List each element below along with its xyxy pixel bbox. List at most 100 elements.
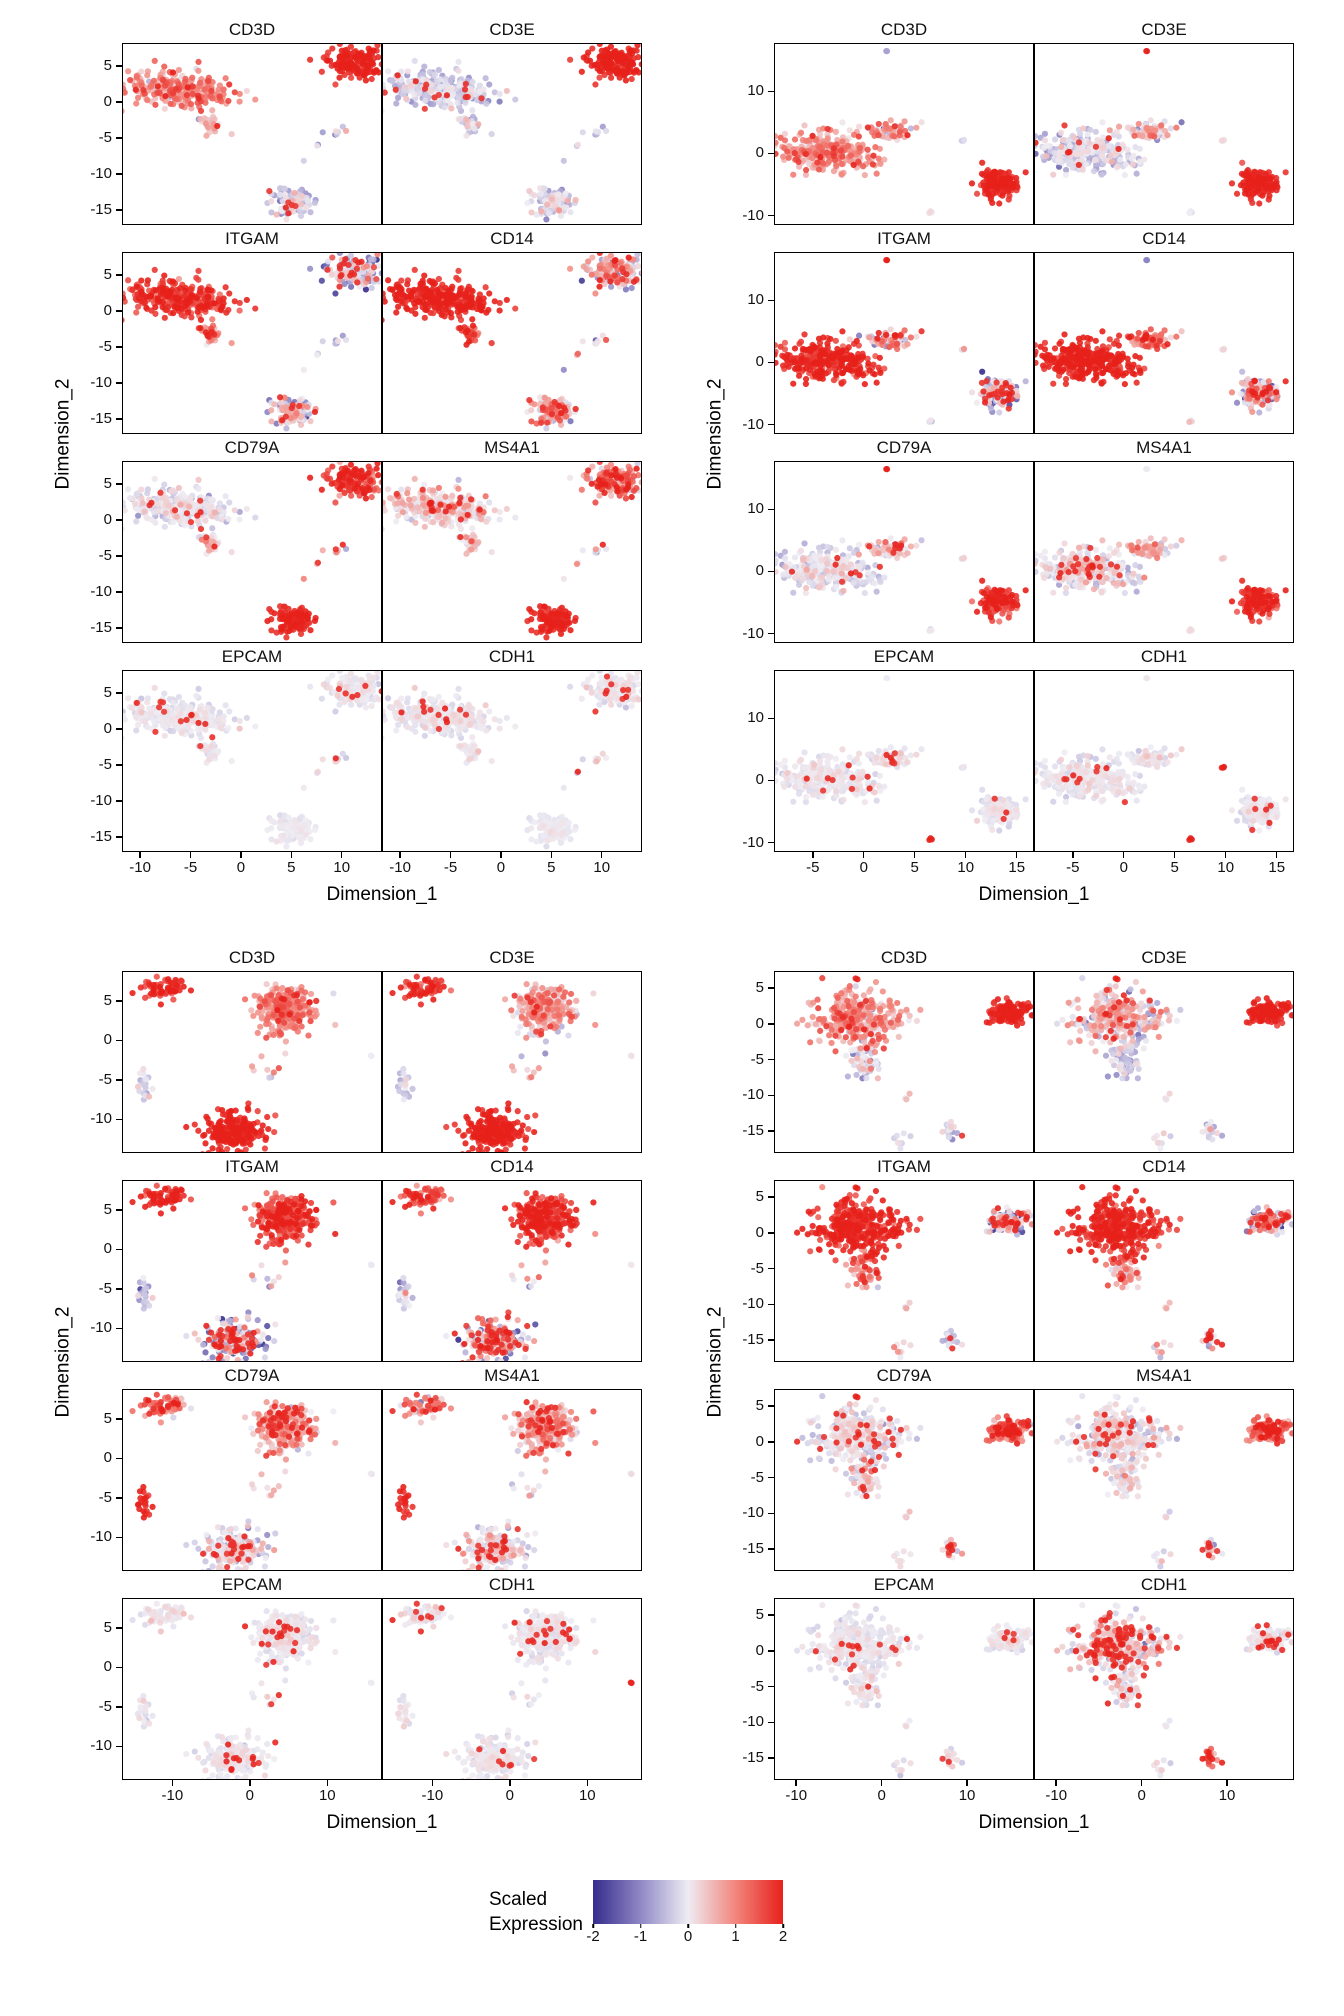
y-tick-labels: 5 0 -5 -10 -15 bbox=[728, 1180, 774, 1362]
y-tick-label: 5 bbox=[755, 1606, 764, 1624]
facet-ITGAM bbox=[774, 1180, 1034, 1362]
y-tick-labels: 5 0 -5 -10 -15 bbox=[76, 670, 122, 852]
y-tick-mark bbox=[116, 1209, 122, 1211]
scatter-canvas-CDH1 bbox=[1035, 1599, 1293, 1779]
y-tick-mark bbox=[116, 692, 122, 694]
facet-title-CD14: CD14 bbox=[490, 229, 534, 248]
panel-group-bottom-right: Dimension_2 CD3D CD3E 5 0 -5 -10 -15 ITGAM CD14 5 0… bbox=[702, 944, 1294, 1836]
y-tick-label: -10 bbox=[742, 1713, 764, 1731]
scatter-canvas-MS4A1 bbox=[383, 1390, 641, 1570]
facet-title-MS4A1: MS4A1 bbox=[484, 438, 540, 457]
facet-CD79A bbox=[774, 461, 1034, 643]
x-tick-mark bbox=[1015, 852, 1018, 858]
y-tick-mark bbox=[768, 1614, 774, 1616]
y-tick-label: -5 bbox=[98, 129, 112, 147]
y-tick-mark bbox=[116, 1039, 122, 1042]
scatter-canvas-ITGAM bbox=[123, 253, 381, 433]
facet-CD3D bbox=[774, 971, 1034, 1153]
colorbar-tick-mark bbox=[639, 1924, 642, 1928]
y-tick-label: -10 bbox=[90, 374, 112, 392]
y-tick-mark bbox=[768, 632, 774, 635]
y-tick-label: 5 bbox=[755, 1188, 764, 1206]
y-tick-mark bbox=[768, 152, 774, 155]
x-tick-label: 0 bbox=[859, 859, 868, 876]
facet-CD14 bbox=[1034, 1180, 1294, 1362]
y-tick-mark bbox=[768, 361, 774, 364]
y-tick-mark bbox=[768, 299, 774, 302]
facet-title-EPCAM: EPCAM bbox=[221, 1575, 283, 1594]
y-tick-mark bbox=[768, 1721, 774, 1724]
facet-EPCAM bbox=[774, 670, 1034, 852]
x-tick-mark bbox=[139, 852, 141, 858]
x-tick-labels: -10 0 10 bbox=[122, 1780, 382, 1806]
y-tick-label: -5 bbox=[98, 756, 112, 774]
x-tick-mark bbox=[913, 852, 916, 858]
y-tick-mark bbox=[768, 570, 774, 573]
y-tick-labels: 5 0 -5 -10 -15 bbox=[728, 1389, 774, 1571]
y-tick-mark bbox=[116, 836, 122, 838]
x-axis-title: Dimension_1 bbox=[978, 884, 1090, 905]
facet-title-CDH1: CDH1 bbox=[488, 647, 536, 666]
y-tick-mark bbox=[768, 1267, 774, 1270]
facet-CD14 bbox=[382, 252, 642, 434]
x-tick-label: 5 bbox=[547, 859, 556, 876]
scatter-canvas-CD14 bbox=[1035, 1181, 1293, 1361]
scatter-canvas-MS4A1 bbox=[383, 462, 641, 642]
y-tick-mark bbox=[116, 1497, 122, 1499]
scatter-canvas-MS4A1 bbox=[1035, 462, 1293, 642]
y-tick-mark bbox=[116, 627, 122, 629]
facet-CDH1 bbox=[1034, 670, 1294, 852]
facet-title-MS4A1: MS4A1 bbox=[1136, 1366, 1192, 1385]
facet-title-CD3E: CD3E bbox=[489, 20, 535, 39]
y-tick-mark bbox=[116, 274, 122, 276]
y-tick-label: -15 bbox=[90, 828, 112, 846]
scatter-canvas-CD3E bbox=[1035, 44, 1293, 224]
x-tick-mark bbox=[1072, 852, 1074, 858]
y-tick-label: 5 bbox=[103, 1410, 112, 1427]
scatter-canvas-EPCAM bbox=[775, 671, 1033, 851]
x-tick-labels: -10 0 10 bbox=[382, 1780, 642, 1806]
panel-group-bottom-left: Dimension_2 CD3D CD3E 5 0 -5 -10 ITGAM CD14 5 0 -5 -… bbox=[50, 944, 642, 1836]
colorbar-tick-label: -2 bbox=[586, 1928, 600, 1945]
scatter-canvas-CD14 bbox=[1035, 253, 1293, 433]
x-tick-label: 0 bbox=[245, 1787, 254, 1804]
y-tick-mark bbox=[116, 1627, 122, 1629]
expression-legend: Scaled Expression -2 -1 0 1 2 bbox=[0, 1880, 1308, 1946]
facet-MS4A1 bbox=[382, 461, 642, 643]
x-axis-title: Dimension_1 bbox=[326, 884, 438, 905]
facet-MS4A1 bbox=[382, 1389, 642, 1571]
y-tick-label: 10 bbox=[747, 500, 764, 518]
y-tick-mark bbox=[768, 841, 774, 844]
y-tick-mark bbox=[768, 1476, 774, 1479]
y-tick-mark bbox=[116, 65, 122, 67]
y-tick-mark bbox=[768, 1685, 774, 1688]
y-tick-label: 0 bbox=[103, 302, 112, 320]
colorbar-tick-mark bbox=[782, 1924, 784, 1928]
colorbar: -2 -1 0 1 2 bbox=[586, 1880, 787, 1946]
facet-title-CD3D: CD3D bbox=[880, 948, 928, 967]
y-tick-mark bbox=[768, 1094, 774, 1097]
y-tick-mark bbox=[116, 1536, 122, 1539]
x-tick-mark bbox=[500, 852, 502, 858]
y-tick-labels: 10 0 -10 bbox=[728, 252, 774, 434]
y-tick-label: -10 bbox=[90, 1528, 112, 1546]
y-tick-mark bbox=[116, 1248, 122, 1251]
x-tick-label: 0 bbox=[1137, 1787, 1146, 1804]
facet-title-CD3E: CD3E bbox=[489, 948, 535, 967]
x-tick-mark bbox=[189, 852, 192, 858]
y-tick-label: -15 bbox=[742, 1749, 764, 1766]
facet-ITGAM bbox=[122, 1180, 382, 1362]
facet-title-CD14: CD14 bbox=[1142, 229, 1186, 248]
y-tick-mark bbox=[116, 1288, 122, 1290]
y-tick-mark bbox=[768, 1512, 774, 1515]
facet-CD3E bbox=[1034, 43, 1294, 225]
x-tick-mark bbox=[1226, 1780, 1228, 1786]
scatter-canvas-CDH1 bbox=[383, 671, 641, 851]
facet-title-CD3D: CD3D bbox=[228, 948, 276, 967]
y-tick-label: 5 bbox=[755, 1397, 764, 1415]
x-tick-label: 5 bbox=[287, 859, 296, 876]
x-tick-label: 10 bbox=[1217, 859, 1235, 876]
x-tick-label: 10 bbox=[957, 859, 975, 876]
y-tick-mark bbox=[116, 728, 122, 730]
